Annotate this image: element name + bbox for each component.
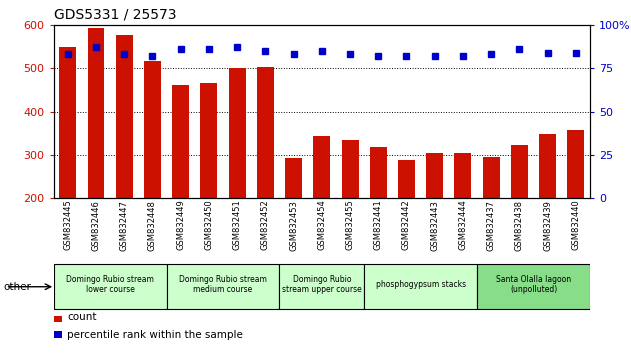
Bar (341, 140, 358, 198)
Bar (285, 158, 302, 198)
FancyBboxPatch shape (54, 264, 167, 309)
Text: percentile rank within the sample: percentile rank within the sample (67, 330, 243, 339)
Text: Domingo Rubio stream
medium course: Domingo Rubio stream medium course (179, 275, 267, 294)
Bar (483, 156, 500, 198)
Text: GDS5331 / 25573: GDS5331 / 25573 (54, 7, 176, 21)
Bar (511, 145, 528, 198)
Bar (88, 28, 105, 198)
Bar (257, 67, 274, 198)
Bar (370, 147, 387, 198)
Bar (314, 136, 330, 198)
Bar (427, 153, 443, 198)
FancyBboxPatch shape (280, 264, 364, 309)
Text: Domingo Rubio stream
lower course: Domingo Rubio stream lower course (66, 275, 154, 294)
Text: phosphogypsum stacks: phosphogypsum stacks (375, 280, 466, 289)
Bar (59, 47, 76, 198)
Bar (398, 160, 415, 198)
Bar (454, 153, 471, 198)
Text: other: other (3, 282, 31, 292)
Text: count: count (67, 312, 97, 322)
Bar (144, 61, 161, 198)
Bar (567, 130, 584, 198)
Bar (172, 85, 189, 198)
FancyBboxPatch shape (167, 264, 280, 309)
Bar (201, 83, 217, 198)
Text: Domingo Rubio
stream upper course: Domingo Rubio stream upper course (282, 275, 362, 294)
FancyBboxPatch shape (364, 264, 477, 309)
Text: Santa Olalla lagoon
(unpolluted): Santa Olalla lagoon (unpolluted) (496, 275, 571, 294)
FancyBboxPatch shape (477, 264, 590, 309)
Bar (228, 68, 245, 198)
Bar (539, 135, 556, 198)
Bar (115, 35, 133, 198)
